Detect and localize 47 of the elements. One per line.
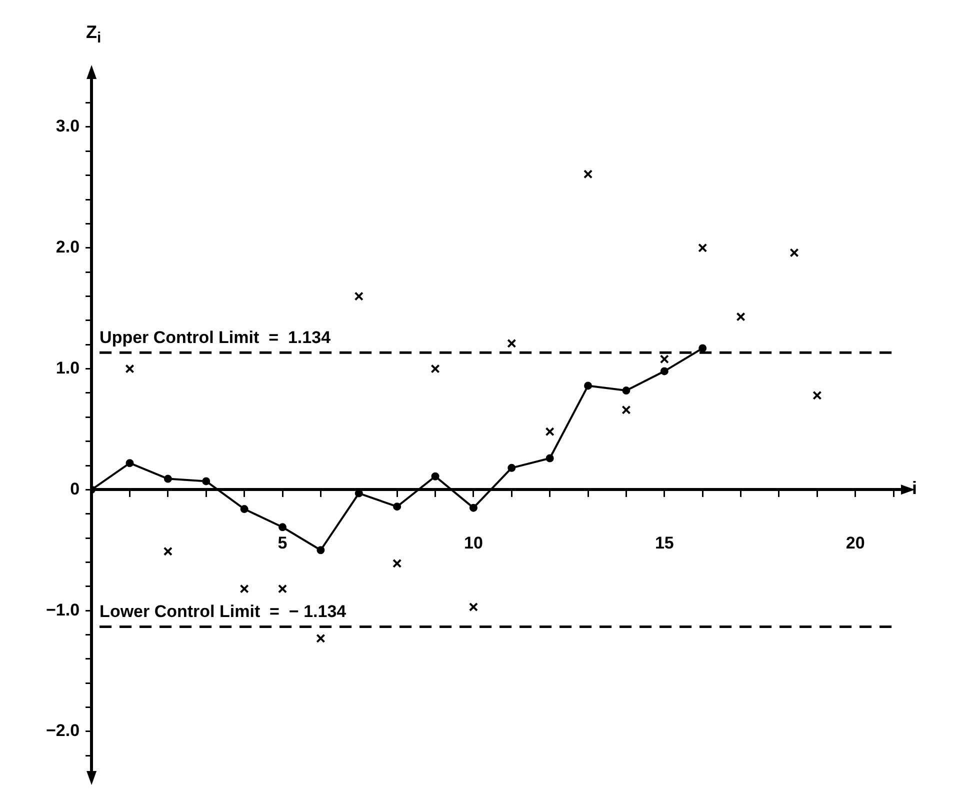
- point: [431, 472, 440, 480]
- point: [736, 312, 746, 322]
- point: [316, 634, 326, 643]
- x-axis-title: i: [912, 478, 918, 499]
- x-tick-label: 10: [464, 534, 483, 553]
- point: [126, 459, 134, 468]
- point: [583, 170, 593, 179]
- point: [545, 427, 554, 436]
- y-axis-title: Z$_{i}$: [86, 22, 102, 47]
- point: [622, 405, 631, 414]
- point: [125, 364, 134, 374]
- ref-line-label: Upper Control Limit = 1.134: [100, 328, 332, 347]
- y-tick-label: −1.0: [46, 600, 80, 620]
- point: [392, 558, 402, 568]
- point: [660, 367, 668, 376]
- point: [507, 338, 516, 348]
- point: [316, 546, 325, 554]
- x-tick-label: 15: [654, 534, 674, 553]
- point: [812, 390, 822, 400]
- y-tick-label: 3.0: [56, 116, 80, 136]
- point: [240, 584, 249, 594]
- y-tick-label: 0: [70, 479, 80, 498]
- x-tick-label: 20: [846, 534, 865, 553]
- point: [468, 602, 478, 612]
- point: [790, 248, 799, 258]
- point: [163, 546, 172, 556]
- point: [508, 464, 516, 472]
- point: [430, 364, 440, 374]
- x-tick-label: 5: [278, 534, 288, 553]
- point: [202, 477, 210, 486]
- point: [278, 584, 288, 594]
- point: [240, 505, 248, 514]
- point: [393, 502, 402, 511]
- y-tick-label: 2.0: [56, 238, 80, 257]
- point: [660, 354, 669, 364]
- point: [469, 504, 478, 512]
- point: [546, 454, 554, 462]
- ref-line-label: Lower Control Limit = − 1.134: [100, 602, 347, 621]
- point: [584, 382, 592, 390]
- point: [278, 523, 287, 532]
- point: [698, 243, 708, 252]
- point: [622, 386, 630, 395]
- point: [354, 292, 364, 301]
- y-tick-label: −2.0: [46, 721, 80, 740]
- y-tick-label: 1.0: [56, 358, 80, 378]
- point: [164, 474, 172, 483]
- point: [698, 344, 707, 352]
